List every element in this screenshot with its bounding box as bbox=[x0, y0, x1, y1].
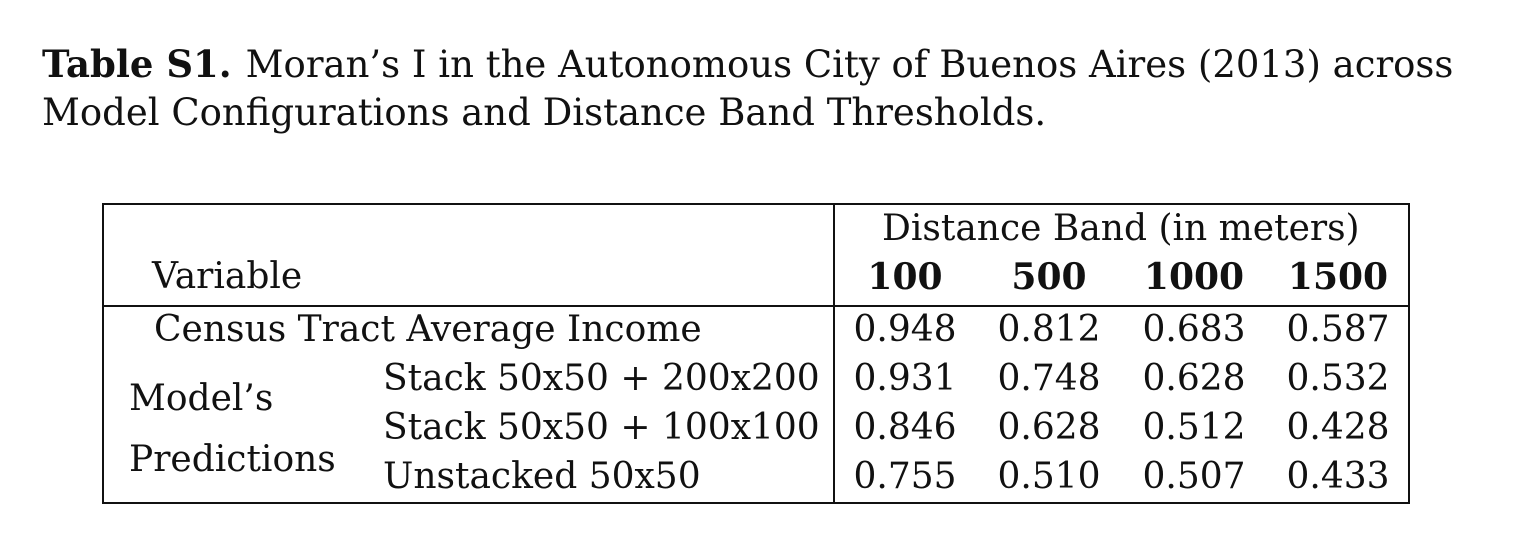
group-label-line2: Predictions bbox=[129, 439, 336, 480]
band-header-500: 500 bbox=[1011, 256, 1087, 298]
census-row-label: Census Tract Average Income bbox=[154, 309, 702, 350]
table-cell: 0.683 bbox=[1142, 309, 1246, 350]
band-header-100: 100 bbox=[867, 256, 943, 298]
model-row-label: Stack 50x50 + 200x200 bbox=[383, 358, 820, 399]
table-cell: 0.532 bbox=[1286, 358, 1390, 399]
group-label-line1: Model’s bbox=[129, 378, 274, 419]
table-cell: 0.433 bbox=[1286, 456, 1390, 497]
table-caption: Table S1. Moran’s I in the Autonomous Cit… bbox=[42, 40, 1482, 137]
table-cell: 0.628 bbox=[997, 407, 1101, 448]
model-row-label: Unstacked 50x50 bbox=[383, 456, 701, 497]
band-header-1500: 1500 bbox=[1287, 256, 1389, 298]
table-cell: 0.748 bbox=[997, 358, 1101, 399]
table-cell: 0.628 bbox=[1142, 358, 1246, 399]
model-row-label: Stack 50x50 + 100x100 bbox=[383, 407, 820, 448]
table-cell: 0.812 bbox=[997, 309, 1101, 350]
table-cell: 0.428 bbox=[1286, 407, 1390, 448]
table-cell: 0.846 bbox=[853, 407, 957, 448]
table-cell: 0.512 bbox=[1142, 407, 1246, 448]
table-cell: 0.931 bbox=[853, 358, 957, 399]
table-cell: 0.510 bbox=[997, 456, 1101, 497]
table-cell: 0.587 bbox=[1286, 309, 1390, 350]
table-cell: 0.507 bbox=[1142, 456, 1246, 497]
caption-text: Moran’s I in the Autonomous City of Buen… bbox=[42, 43, 1454, 134]
distance-band-header: Distance Band (in meters) bbox=[882, 208, 1360, 249]
header-rule bbox=[104, 305, 1408, 307]
table-cell: 0.755 bbox=[853, 456, 957, 497]
morans-i-table: Distance Band (in meters) Variable 100 5… bbox=[102, 203, 1410, 504]
caption-label: Table S1. bbox=[42, 42, 232, 86]
variable-header: Variable bbox=[152, 256, 303, 297]
column-divider bbox=[833, 205, 835, 502]
band-header-1000: 1000 bbox=[1143, 256, 1245, 298]
table-cell: 0.948 bbox=[853, 309, 957, 350]
